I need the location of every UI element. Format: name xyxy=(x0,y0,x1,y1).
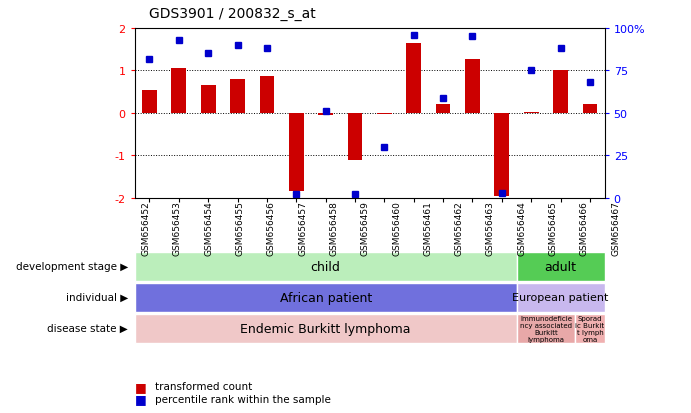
Bar xyxy=(319,114,333,116)
Text: GSM656466: GSM656466 xyxy=(580,200,589,255)
Bar xyxy=(516,314,575,343)
Bar xyxy=(553,71,568,114)
Text: GSM656452: GSM656452 xyxy=(142,200,151,255)
Bar xyxy=(516,283,605,312)
Bar xyxy=(230,80,245,114)
Bar xyxy=(495,114,509,196)
Text: GSM656456: GSM656456 xyxy=(267,200,276,255)
Text: percentile rank within the sample: percentile rank within the sample xyxy=(155,394,332,404)
Text: individual ▶: individual ▶ xyxy=(66,292,128,302)
Bar xyxy=(583,104,597,114)
Bar xyxy=(406,44,421,114)
Bar xyxy=(135,314,516,343)
Text: GSM656463: GSM656463 xyxy=(486,200,495,255)
Bar xyxy=(260,76,274,114)
Text: Immunodeficie
ncy associated
Burkitt
lymphoma: Immunodeficie ncy associated Burkitt lym… xyxy=(520,315,572,342)
Bar xyxy=(575,314,605,343)
Bar xyxy=(465,59,480,114)
Text: GSM656461: GSM656461 xyxy=(424,200,433,255)
Text: GSM656457: GSM656457 xyxy=(298,200,307,255)
Text: ■: ■ xyxy=(135,380,146,393)
Text: GSM656454: GSM656454 xyxy=(204,200,213,255)
Text: adult: adult xyxy=(545,260,576,273)
Text: GSM656453: GSM656453 xyxy=(173,200,182,255)
Text: GSM656464: GSM656464 xyxy=(518,200,527,255)
Text: GSM656465: GSM656465 xyxy=(549,200,558,255)
Text: European patient: European patient xyxy=(513,292,609,302)
Text: GSM656462: GSM656462 xyxy=(455,200,464,255)
Text: African patient: African patient xyxy=(279,291,372,304)
Bar xyxy=(135,283,516,312)
Text: Sporad
ic Burkit
t lymph
oma: Sporad ic Burkit t lymph oma xyxy=(576,315,605,342)
Text: GSM656458: GSM656458 xyxy=(330,200,339,255)
Text: disease state ▶: disease state ▶ xyxy=(47,323,128,333)
Bar xyxy=(142,90,157,114)
Text: GDS3901 / 200832_s_at: GDS3901 / 200832_s_at xyxy=(149,7,315,21)
Text: transformed count: transformed count xyxy=(155,381,253,391)
Text: GSM656459: GSM656459 xyxy=(361,200,370,255)
Text: GSM656467: GSM656467 xyxy=(612,200,621,255)
Text: ■: ■ xyxy=(135,392,146,405)
Bar xyxy=(516,252,605,281)
Bar xyxy=(377,114,392,115)
Bar xyxy=(524,113,538,114)
Bar xyxy=(201,86,216,114)
Bar xyxy=(348,114,362,160)
Text: child: child xyxy=(311,260,341,273)
Text: GSM656460: GSM656460 xyxy=(392,200,401,255)
Bar xyxy=(436,104,451,114)
Text: development stage ▶: development stage ▶ xyxy=(16,261,128,271)
Bar xyxy=(289,114,303,192)
Bar xyxy=(135,252,516,281)
Bar xyxy=(171,69,186,114)
Text: GSM656455: GSM656455 xyxy=(236,200,245,255)
Text: Endemic Burkitt lymphoma: Endemic Burkitt lymphoma xyxy=(240,322,411,335)
